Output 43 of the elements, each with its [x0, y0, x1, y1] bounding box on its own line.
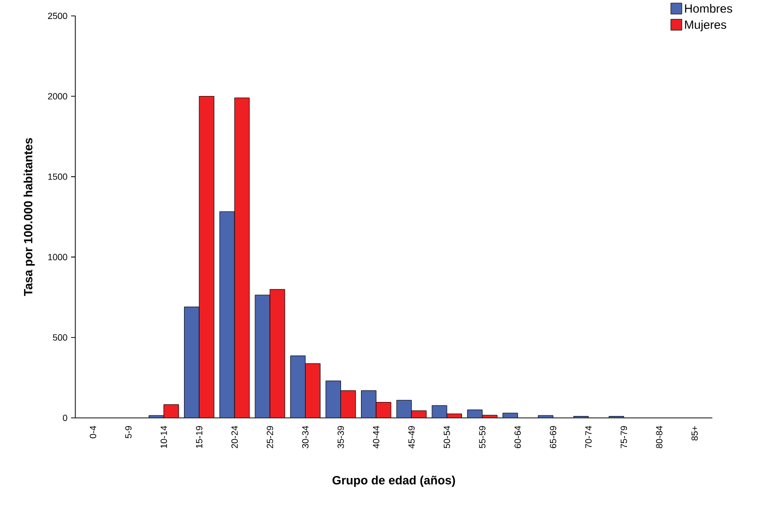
bar	[340, 390, 356, 418]
x-tick-label: 10-14	[160, 426, 167, 448]
x-tick-label: 35-39	[338, 426, 344, 448]
x-tick-label: 45-49	[408, 426, 415, 448]
x-tick-label: 85+	[691, 426, 698, 441]
bar	[326, 380, 341, 418]
bar	[376, 402, 392, 418]
x-tick-label: 15-19	[196, 426, 202, 448]
x-tick-label: 75-79	[620, 426, 628, 448]
bar	[198, 96, 214, 418]
bar	[219, 211, 235, 418]
y-tick-label: 0	[62, 414, 68, 422]
y-tick-label: 500	[52, 334, 68, 341]
x-tick-label: 70-74	[585, 426, 592, 448]
x-tick-label: 30-34	[302, 426, 309, 448]
x-tick-label: 20-24	[231, 426, 238, 448]
x-tick-label: 5-9	[125, 426, 132, 438]
bar	[467, 410, 482, 418]
x-tick-label: 80-84	[656, 426, 662, 448]
x-tick-label: 40-44	[372, 426, 380, 448]
legend-label: Mujeres	[685, 20, 726, 32]
x-tick-label: 60-64	[514, 426, 521, 448]
bar	[164, 404, 179, 418]
x-tick-label: 65-69	[550, 426, 556, 448]
x-tick-label: 0-4	[90, 426, 96, 438]
y-tick-label: 1500	[48, 174, 68, 180]
x-axis-title: Grupo de edad (años)	[332, 476, 455, 487]
legend-label: Hombres	[685, 4, 732, 13]
y-tick-label: 2500	[48, 12, 68, 20]
bar	[184, 306, 200, 418]
bar	[254, 294, 270, 418]
bar	[361, 390, 376, 418]
bar	[234, 98, 250, 418]
y-tick-label: 2000	[48, 93, 68, 100]
bar	[396, 400, 412, 418]
x-tick-label: 50-54	[444, 426, 450, 448]
y-tick-label: 1000	[48, 254, 68, 260]
x-tick-label: 55-59	[479, 426, 486, 448]
y-axis-title: Tasa por 100.000 habitantes	[24, 138, 35, 296]
bar	[270, 289, 286, 418]
bar	[305, 363, 320, 418]
bar	[290, 356, 306, 418]
x-tick-label: 25-29	[266, 426, 274, 448]
